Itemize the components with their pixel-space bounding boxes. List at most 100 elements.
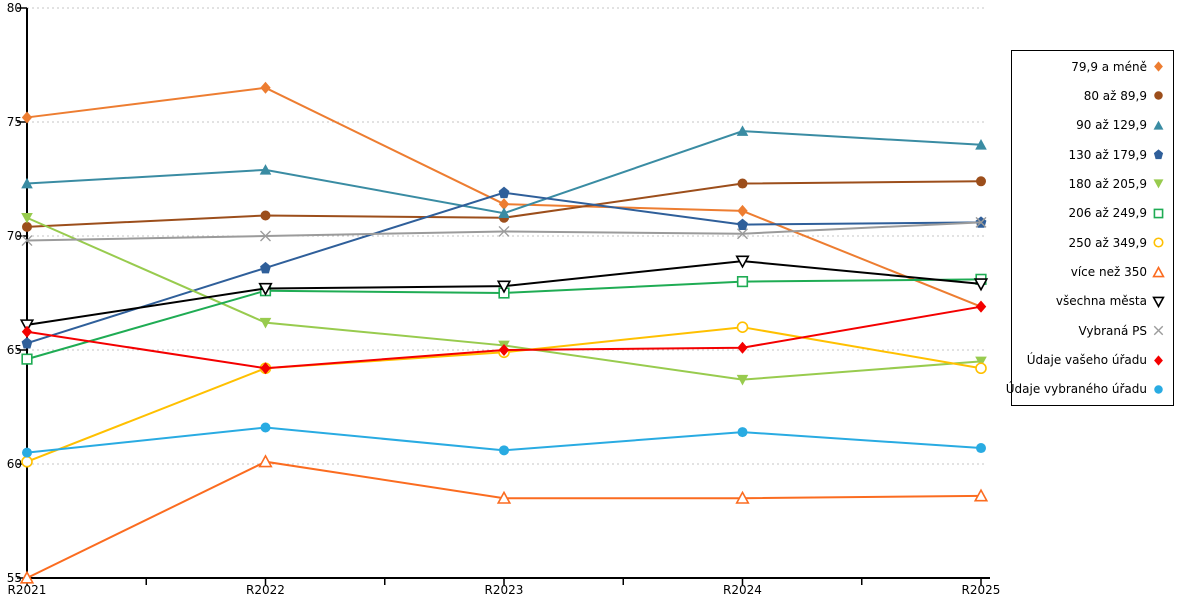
legend-item: 80 až 89,9 <box>1018 89 1165 102</box>
x-marker-icon <box>21 235 33 247</box>
triangle-down-marker-icon <box>975 356 987 368</box>
triangle-up-marker-icon <box>496 490 512 504</box>
legend-item-label: 130 až 179,9 <box>1068 147 1147 162</box>
circle-marker-icon <box>976 176 986 187</box>
circle-marker-icon <box>22 447 32 458</box>
y-axis-label: 60 <box>7 457 22 471</box>
diamond-marker-icon <box>260 362 271 375</box>
legend-item-label: 79,9 a méně <box>1071 59 1147 74</box>
square-marker-icon <box>21 353 33 365</box>
triangle-down-marker-icon <box>258 282 273 296</box>
triangle-up-marker-icon <box>258 454 273 468</box>
triangle-down-marker-icon <box>736 374 749 386</box>
triangle-up-marker-icon <box>1153 120 1164 130</box>
legend-item-label: Vybraná PS <box>1078 323 1147 338</box>
legend-item: 250 až 349,9 <box>1018 236 1165 249</box>
diamond-marker-icon <box>1154 61 1163 72</box>
x-marker-icon <box>260 230 271 242</box>
diamond-marker-icon <box>737 341 748 354</box>
circle-marker-icon <box>1154 91 1163 101</box>
x-axis-label: R2022 <box>246 583 285 597</box>
x-marker-icon <box>737 228 748 240</box>
diamond-marker-icon <box>737 204 748 217</box>
x-marker-icon <box>1153 325 1164 336</box>
square-marker-icon <box>736 275 749 288</box>
diamond-marker-icon <box>975 300 987 313</box>
legend-item: 180 až 205,9 <box>1018 177 1165 190</box>
x-axis-label: R2024 <box>723 583 762 597</box>
circle-marker-icon <box>975 362 987 375</box>
triangle-down-marker-icon <box>21 212 33 224</box>
legend-item-label: Údaje vybraného úřadu <box>1005 382 1147 397</box>
pentagon-marker-icon <box>21 337 33 349</box>
series-10 <box>21 216 987 247</box>
triangle-up-marker-icon <box>1152 265 1165 277</box>
square-marker-icon <box>1153 208 1164 219</box>
pentagon-marker-icon <box>1153 149 1164 160</box>
triangle-up-marker-icon <box>973 488 989 502</box>
pentagon-marker-icon <box>498 186 510 199</box>
triangle-up-marker-icon <box>736 125 749 136</box>
legend-item-label: 80 až 89,9 <box>1083 88 1147 103</box>
triangle-down-marker-icon <box>259 317 272 329</box>
pentagon-marker-icon <box>737 218 748 230</box>
triangle-up-marker-icon <box>735 490 750 504</box>
triangle-up-marker-icon <box>19 570 35 584</box>
diamond-marker-icon <box>498 198 510 211</box>
series-line <box>26 305 982 370</box>
triangle-down-marker-icon <box>1153 179 1164 189</box>
pentagon-marker-icon <box>260 261 271 274</box>
circle-marker-icon <box>976 443 986 454</box>
triangle-down-marker-icon <box>1152 296 1165 308</box>
triangle-down-marker-icon <box>19 319 35 333</box>
diamond-marker-icon <box>260 81 271 94</box>
circle-marker-icon <box>1154 385 1163 394</box>
x-marker-icon <box>498 225 510 237</box>
diamond-marker-icon <box>498 344 510 356</box>
legend-item: 130 až 179,9 <box>1018 148 1165 161</box>
legend-item: 206 až 249,9 <box>1018 207 1165 220</box>
x-marker-icon <box>975 216 987 228</box>
circle-marker-icon <box>22 221 32 232</box>
y-axis-label: 55 <box>7 571 22 585</box>
circle-marker-icon <box>21 455 33 468</box>
legend-item-label: více než 350 <box>1070 265 1147 280</box>
series-1 <box>21 81 987 313</box>
legend-item-label: všechna města <box>1055 294 1147 309</box>
triangle-up-marker-icon <box>498 207 510 218</box>
legend-item-label: 250 až 349,9 <box>1068 235 1147 250</box>
series-line <box>26 460 982 579</box>
legend-item: všechna města <box>1018 295 1165 308</box>
series-9 <box>19 255 989 333</box>
legend-item: Údaje vašeho úřadu <box>1018 354 1165 367</box>
series-12 <box>22 422 986 458</box>
diamond-marker-icon <box>21 111 33 124</box>
diamond-marker-icon <box>1154 354 1163 366</box>
y-axis-label: 75 <box>7 115 22 129</box>
diamond-marker-icon <box>21 325 33 338</box>
circle-marker-icon <box>1153 237 1164 248</box>
x-axis-label: R2023 <box>485 583 524 597</box>
legend-item: Vybraná PS <box>1018 324 1165 337</box>
triangle-up-marker-icon <box>259 164 272 175</box>
legend-item: 79,9 a méně <box>1018 60 1165 73</box>
legend-item-label: 180 až 205,9 <box>1068 176 1147 191</box>
x-axis-label: R2021 <box>8 583 47 597</box>
chart-legend: 79,9 a méně 80 až 89,9 90 až 129,9 130 až 1… <box>1006 50 1174 406</box>
circle-marker-icon <box>499 445 509 456</box>
triangle-down-marker-icon <box>735 255 750 269</box>
legend-item-label: 90 až 129,9 <box>1076 118 1147 133</box>
triangle-up-marker-icon <box>975 139 987 150</box>
legend-item: 90 až 129,9 <box>1018 119 1165 132</box>
circle-marker-icon <box>260 210 271 221</box>
circle-marker-icon <box>737 178 748 189</box>
series-11 <box>21 300 987 375</box>
legend-item: Údaje vybraného úřadu <box>1006 383 1165 396</box>
circle-marker-icon <box>736 321 749 334</box>
series-3 <box>21 125 987 218</box>
y-axis-label: 70 <box>7 229 22 243</box>
circle-marker-icon <box>260 422 271 433</box>
circle-marker-icon <box>737 427 748 438</box>
